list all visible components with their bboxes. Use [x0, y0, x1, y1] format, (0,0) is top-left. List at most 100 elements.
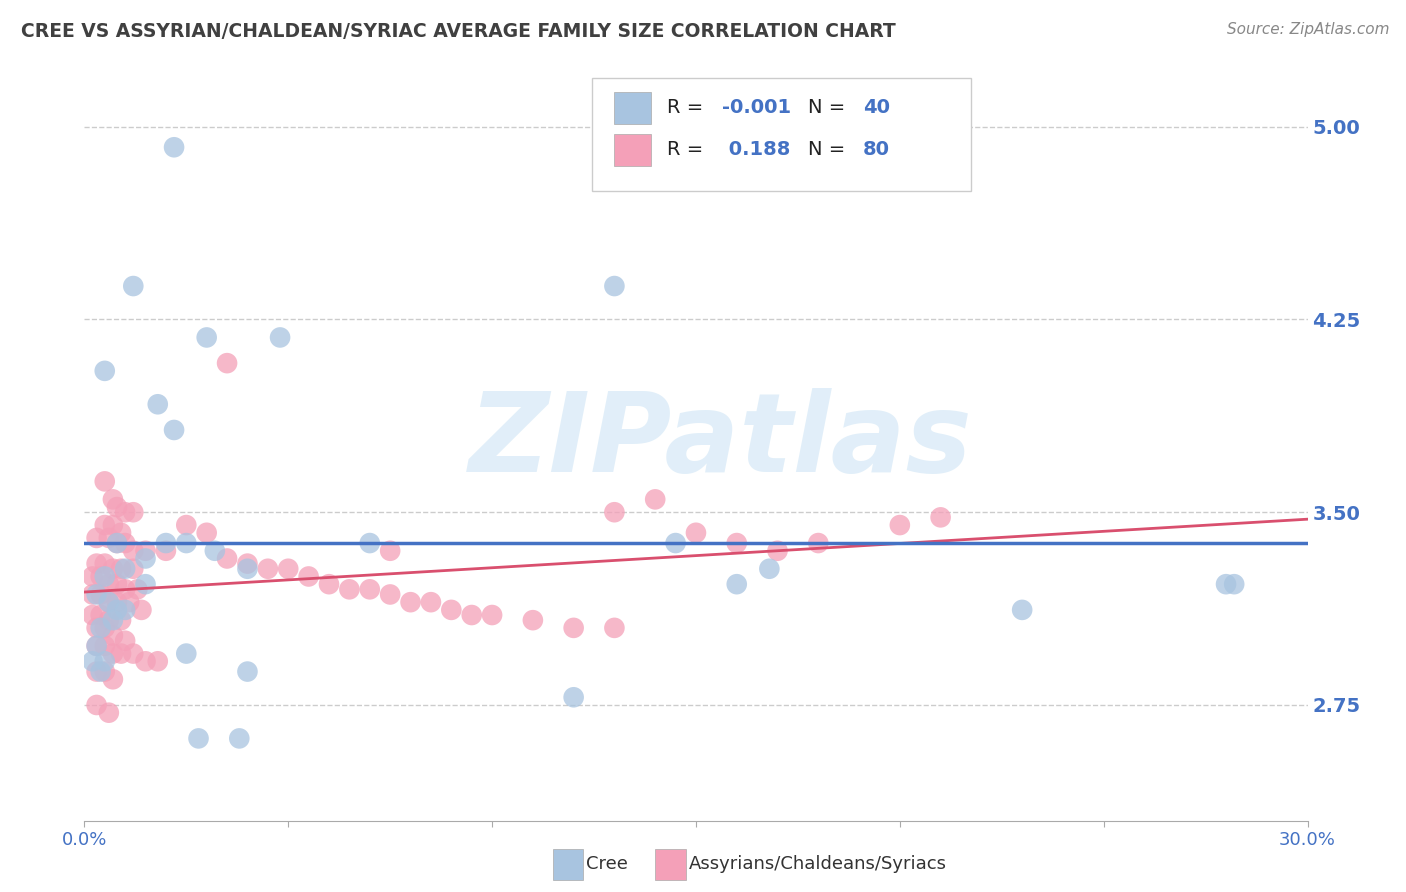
- Point: [86, 587, 108, 601]
- Point: [101, 673, 124, 687]
- Point: [93, 665, 115, 679]
- Point: [269, 330, 291, 344]
- Point: [114, 633, 136, 648]
- Point: [90, 569, 112, 583]
- Point: [110, 525, 132, 540]
- Point: [110, 562, 132, 576]
- Point: [122, 647, 145, 661]
- Point: [114, 562, 136, 576]
- Point: [131, 603, 153, 617]
- Text: 0.188: 0.188: [723, 140, 790, 159]
- Point: [97, 595, 120, 609]
- Point: [359, 582, 381, 597]
- Point: [114, 505, 136, 519]
- Text: 40: 40: [863, 98, 890, 118]
- Point: [725, 536, 748, 550]
- Point: [603, 279, 626, 293]
- Point: [481, 607, 503, 622]
- Point: [86, 557, 108, 571]
- Point: [380, 587, 402, 601]
- Point: [82, 654, 104, 668]
- Point: [318, 577, 340, 591]
- Point: [163, 140, 186, 154]
- Point: [93, 364, 115, 378]
- Point: [889, 518, 911, 533]
- Point: [758, 562, 780, 576]
- Point: [97, 595, 120, 609]
- Point: [217, 551, 239, 566]
- Text: -0.001: -0.001: [723, 98, 792, 118]
- Point: [187, 731, 209, 746]
- Point: [195, 330, 218, 344]
- Point: [277, 562, 299, 576]
- Point: [101, 492, 124, 507]
- Point: [644, 492, 666, 507]
- Point: [101, 629, 124, 643]
- Point: [105, 577, 128, 591]
- Point: [105, 500, 128, 514]
- Point: [236, 562, 259, 576]
- Point: [93, 475, 115, 489]
- Point: [236, 665, 259, 679]
- Text: Cree: Cree: [586, 855, 628, 873]
- Point: [90, 621, 112, 635]
- Point: [82, 569, 104, 583]
- Point: [174, 518, 197, 533]
- Point: [135, 654, 157, 668]
- Point: [86, 639, 108, 653]
- Point: [665, 536, 688, 550]
- Point: [82, 607, 104, 622]
- Point: [399, 595, 422, 609]
- Point: [93, 639, 115, 653]
- Point: [725, 577, 748, 591]
- Point: [195, 525, 218, 540]
- Point: [86, 639, 108, 653]
- Text: ZIPatlas: ZIPatlas: [468, 388, 973, 495]
- Point: [86, 531, 108, 545]
- Text: N =: N =: [808, 140, 852, 159]
- Point: [122, 279, 145, 293]
- Point: [93, 518, 115, 533]
- FancyBboxPatch shape: [592, 78, 972, 191]
- Point: [122, 543, 145, 558]
- Point: [807, 536, 830, 550]
- Point: [82, 587, 104, 601]
- Point: [93, 621, 115, 635]
- Point: [929, 510, 952, 524]
- Point: [228, 731, 250, 746]
- Point: [339, 582, 361, 597]
- Point: [146, 654, 169, 668]
- Point: [110, 647, 132, 661]
- Point: [114, 536, 136, 550]
- Point: [105, 603, 128, 617]
- Point: [101, 562, 124, 576]
- Point: [97, 577, 120, 591]
- Point: [135, 551, 157, 566]
- Point: [155, 543, 177, 558]
- Point: [86, 698, 108, 712]
- Text: Assyrians/Chaldeans/Syriacs: Assyrians/Chaldeans/Syriacs: [689, 855, 946, 873]
- Point: [236, 557, 259, 571]
- Point: [1223, 577, 1246, 591]
- Point: [1215, 577, 1237, 591]
- Point: [146, 397, 169, 411]
- Text: CREE VS ASSYRIAN/CHALDEAN/SYRIAC AVERAGE FAMILY SIZE CORRELATION CHART: CREE VS ASSYRIAN/CHALDEAN/SYRIAC AVERAGE…: [21, 22, 896, 41]
- Point: [440, 603, 463, 617]
- Point: [114, 603, 136, 617]
- Point: [603, 505, 626, 519]
- Point: [118, 595, 141, 609]
- Point: [135, 543, 157, 558]
- Point: [174, 536, 197, 550]
- Point: [127, 582, 149, 597]
- Text: Source: ZipAtlas.com: Source: ZipAtlas.com: [1226, 22, 1389, 37]
- Point: [174, 647, 197, 661]
- Point: [97, 706, 120, 720]
- Point: [155, 536, 177, 550]
- Point: [163, 423, 186, 437]
- Point: [122, 505, 145, 519]
- FancyBboxPatch shape: [614, 134, 651, 166]
- Point: [562, 690, 585, 705]
- Point: [298, 569, 321, 583]
- Point: [101, 518, 124, 533]
- Point: [217, 356, 239, 370]
